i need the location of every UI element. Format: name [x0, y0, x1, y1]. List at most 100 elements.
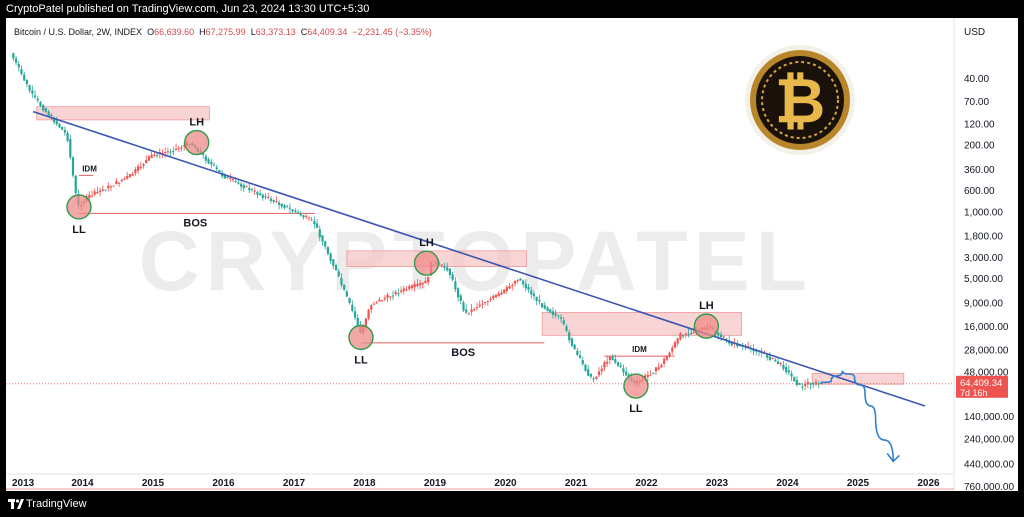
coin-face	[756, 56, 844, 144]
candle-body	[467, 313, 470, 315]
candle-body	[172, 150, 175, 153]
candle-body	[386, 294, 389, 298]
candle-body	[489, 298, 492, 300]
candle-body	[730, 342, 734, 346]
candle-body	[332, 259, 335, 266]
candle-body	[96, 191, 99, 194]
candle-body	[570, 338, 574, 346]
candle-body	[619, 365, 622, 367]
descending-trendline[interactable]	[32, 110, 926, 407]
candle-body	[47, 111, 50, 116]
time-tick-label: 2024	[776, 478, 799, 489]
candle-body	[774, 359, 777, 362]
candle-body	[798, 383, 801, 385]
candle-body	[454, 281, 457, 290]
candle-body	[153, 154, 156, 156]
price-axis[interactable]: USD 40.00 70.00 120.00 200.00 360.00 600.00 1,…	[953, 18, 1014, 491]
candle-body	[516, 280, 519, 282]
candle-body	[367, 309, 370, 319]
candle-body	[551, 311, 555, 315]
price-tick-label: 16,000.00	[964, 322, 1009, 333]
candle-body	[782, 364, 785, 369]
candle-body	[549, 309, 552, 313]
candle-body	[112, 185, 115, 187]
candle-body	[166, 151, 170, 153]
candle-body	[470, 309, 473, 312]
candle-body	[174, 148, 178, 151]
candle-body	[36, 98, 39, 101]
candle-body	[63, 129, 66, 133]
candle-body	[527, 287, 530, 290]
candle-body	[541, 303, 544, 308]
candle-body	[240, 183, 243, 187]
candle-body	[107, 185, 110, 189]
candle-body	[296, 212, 300, 214]
candle-body	[50, 114, 53, 116]
candle-body	[28, 85, 31, 91]
price-badge-bg	[956, 375, 1008, 398]
candle-body	[793, 376, 796, 382]
candle-body	[204, 156, 207, 161]
open-label: O	[147, 27, 155, 37]
time-axis[interactable]: 2013 2014 2015 2016 2017 2018 2019 2020 2021 2022…	[6, 473, 954, 490]
candle-body	[313, 220, 316, 225]
candle-body	[473, 309, 476, 311]
candle-body	[795, 380, 799, 386]
candle-body	[147, 156, 151, 161]
price-tick-label: 440,000.00	[964, 459, 1014, 470]
swing-point-marker	[66, 194, 92, 220]
candle-body	[248, 187, 251, 191]
trendline-layer[interactable]	[32, 110, 926, 407]
swing-point-marker	[348, 324, 374, 351]
candle-body	[657, 367, 660, 370]
candle-body	[66, 132, 69, 141]
candle-body	[61, 126, 64, 130]
candle-body	[337, 271, 340, 277]
candle-body	[592, 378, 595, 380]
candle-body	[530, 290, 533, 295]
annotation-label: LH	[189, 117, 204, 129]
candle-body	[131, 173, 134, 176]
price-tick-label: 120.00	[964, 120, 995, 131]
candle-body	[20, 69, 23, 75]
candle-body	[161, 152, 164, 154]
annotation-label: LL	[629, 403, 643, 415]
candle-body	[134, 169, 137, 174]
candle-body	[326, 247, 329, 254]
candle-body	[809, 382, 812, 385]
time-tick-label: 2019	[424, 478, 447, 489]
low-label: L	[250, 27, 256, 37]
candle-body	[524, 283, 527, 289]
symbol-name: Bitcoin / U.S. Dollar, 2W, INDEX	[14, 27, 143, 37]
chart-panel[interactable]: CRYPTOPATEL LH LL LH LL LH LL BOS BOS IDM IDM ₿ U…	[6, 18, 1018, 491]
candle-body	[275, 201, 278, 203]
tradingview-brand: TradingView	[26, 498, 87, 510]
candle-body	[370, 305, 373, 310]
candle-body	[242, 185, 245, 189]
annotation-label: LH	[419, 237, 434, 249]
candle-body	[88, 194, 91, 199]
low-value: 63,373.13	[255, 27, 296, 37]
candle-body	[286, 206, 289, 208]
candle-body	[465, 309, 468, 313]
candle-body	[603, 362, 606, 368]
candle-body	[343, 284, 346, 290]
candle-body	[725, 338, 728, 340]
candle-body	[58, 123, 61, 128]
candle-body	[155, 154, 159, 156]
price-tick-label: 140,000.00	[964, 412, 1014, 423]
candle-body	[584, 364, 587, 371]
candle-body	[652, 373, 655, 375]
candle-body	[682, 335, 685, 337]
candle-body	[500, 292, 503, 295]
time-tick-label: 2026	[917, 478, 940, 489]
price-tick-label: 70.00	[964, 97, 989, 108]
candle-body	[692, 332, 696, 334]
candle-body	[202, 153, 205, 156]
candle-body	[804, 383, 807, 386]
time-tick-label: 2025	[847, 478, 870, 489]
candle-body	[503, 289, 506, 294]
candle-body	[372, 303, 376, 305]
candle-body	[408, 286, 411, 290]
